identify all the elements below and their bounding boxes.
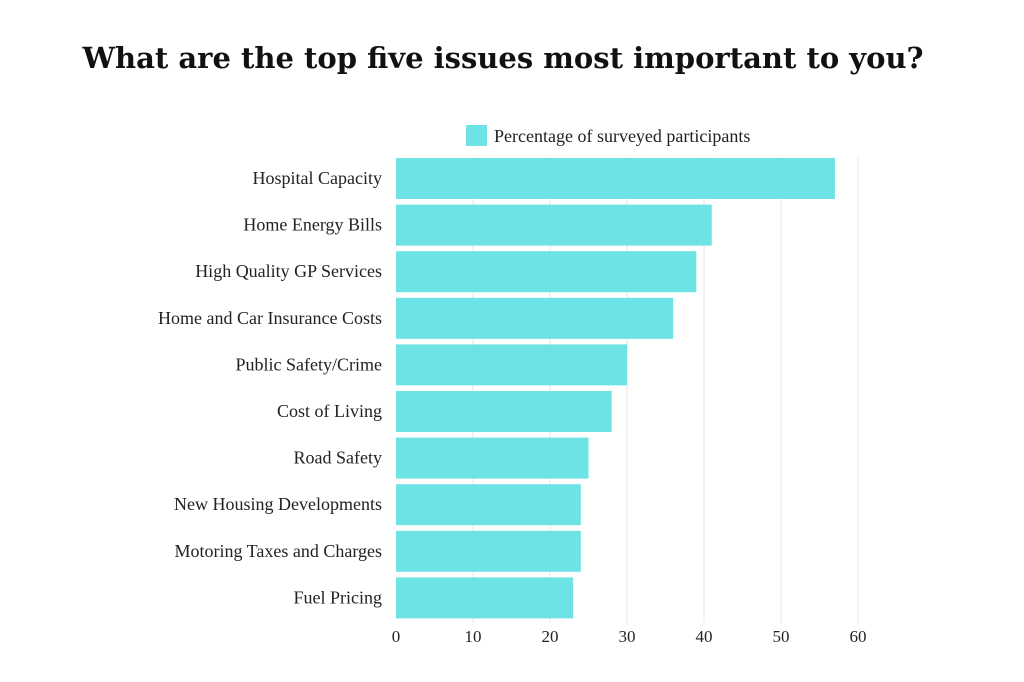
bar — [396, 437, 589, 479]
bar — [396, 344, 627, 386]
category-label: New Housing Developments — [174, 494, 382, 514]
bar — [396, 204, 712, 246]
category-label: Home and Car Insurance Costs — [158, 308, 382, 328]
bar — [396, 391, 612, 432]
category-label: Motoring Taxes and Charges — [174, 541, 382, 561]
x-tick-label: 60 — [850, 627, 867, 646]
category-label: Hospital Capacity — [253, 168, 382, 188]
bar — [396, 484, 581, 526]
legend: Percentage of surveyed participants — [466, 125, 750, 146]
bar — [396, 577, 574, 619]
legend-swatch — [466, 125, 487, 146]
category-label: Home Energy Bills — [243, 215, 382, 235]
category-label: Fuel Pricing — [294, 587, 383, 607]
bars — [396, 158, 835, 619]
x-axis-ticks: 0 10 20 30 40 50 60 — [392, 627, 867, 646]
x-tick-label: 10 — [465, 627, 482, 646]
x-tick-label: 50 — [773, 627, 790, 646]
category-label: Cost of Living — [277, 401, 382, 421]
category-label: High Quality GP Services — [195, 261, 382, 281]
bar — [396, 251, 697, 293]
legend-label: Percentage of surveyed participants — [494, 126, 750, 146]
x-tick-label: 30 — [619, 627, 636, 646]
category-labels: Hospital Capacity Home Energy Bills High Q… — [158, 168, 382, 607]
category-label: Public Safety/Crime — [236, 354, 382, 374]
category-label: Road Safety — [294, 448, 382, 468]
bar — [396, 530, 581, 572]
chart-title: What are the top five issues most import… — [81, 41, 923, 75]
bar — [396, 158, 835, 199]
x-tick-label: 40 — [696, 627, 713, 646]
x-tick-label: 20 — [542, 627, 559, 646]
x-tick-label: 0 — [392, 627, 401, 646]
bar — [396, 297, 674, 339]
